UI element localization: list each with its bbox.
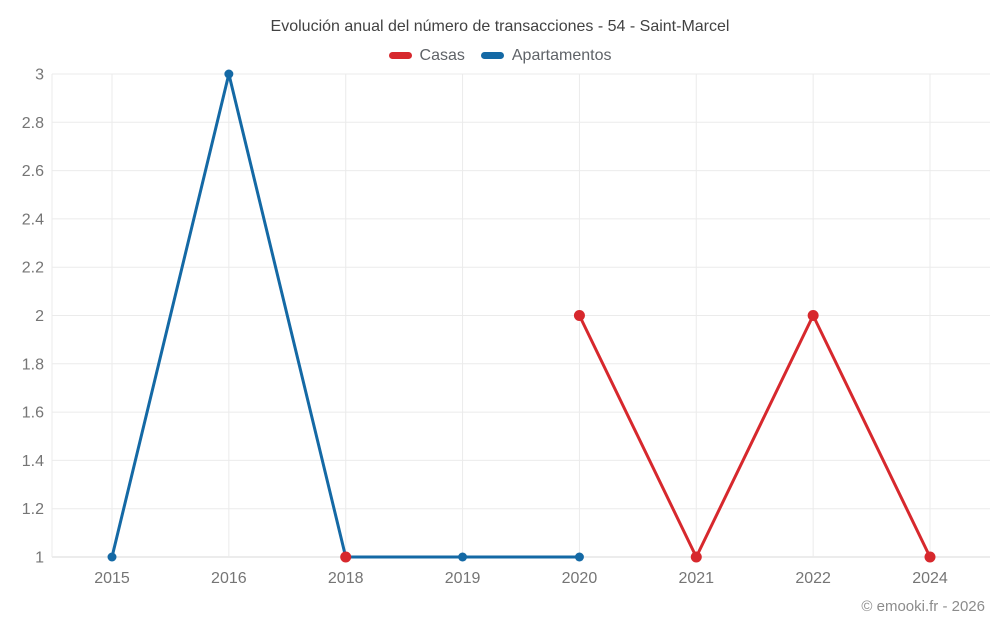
data-point-casas-2022[interactable]: [807, 310, 819, 321]
y-tick-label: 2: [35, 308, 44, 325]
legend-swatch-casas: [388, 52, 412, 59]
x-tick-label: 2020: [562, 570, 598, 587]
legend-swatch-apartamentos: [480, 52, 504, 59]
y-tick-label: 1: [35, 550, 44, 567]
legend-item-casas[interactable]: Casas: [388, 46, 465, 65]
data-point-casas-2020[interactable]: [573, 310, 585, 321]
data-point-apartamentos-2019[interactable]: [458, 552, 468, 562]
y-tick-label: 1.4: [22, 453, 44, 470]
legend-label-apartamentos: Apartamentos: [511, 47, 612, 64]
y-tick-label: 1.6: [22, 405, 44, 422]
y-tick-label: 3: [35, 67, 44, 84]
y-tick-label: 1.8: [22, 356, 44, 373]
data-point-apartamentos-2020[interactable]: [574, 552, 584, 562]
data-point-casas-2024[interactable]: [924, 551, 936, 563]
series-line-casas: [577, 314, 932, 559]
y-tick-label: 1.2: [22, 501, 44, 518]
legend-label-casas: Casas: [419, 47, 465, 64]
data-point-casas-2021[interactable]: [690, 551, 702, 563]
chart-title: Evolución anual del número de transaccio…: [270, 18, 730, 35]
legend: Casas Apartamentos: [0, 46, 1000, 65]
x-tick-label: 2024: [912, 570, 948, 587]
legend-item-apartamentos[interactable]: Apartamentos: [480, 46, 612, 65]
y-tick-label: 2.8: [22, 115, 44, 132]
x-tick-label: 2022: [795, 570, 831, 587]
data-point-apartamentos-2016[interactable]: [224, 69, 234, 79]
y-tick-label: 2.4: [22, 211, 44, 228]
x-tick-label: 2019: [445, 570, 481, 587]
x-tick-label: 2021: [678, 570, 714, 587]
x-tick-label: 2015: [94, 570, 130, 587]
copyright-text: © emooki.fr - 2026: [861, 598, 985, 615]
y-tick-label: 2.2: [22, 260, 44, 277]
data-point-casas-2018[interactable]: [340, 551, 352, 563]
data-point-apartamentos-2015[interactable]: [107, 552, 117, 562]
y-tick-label: 2.6: [22, 163, 44, 180]
x-tick-label: 2018: [328, 570, 364, 587]
x-tick-label: 2016: [211, 570, 247, 587]
